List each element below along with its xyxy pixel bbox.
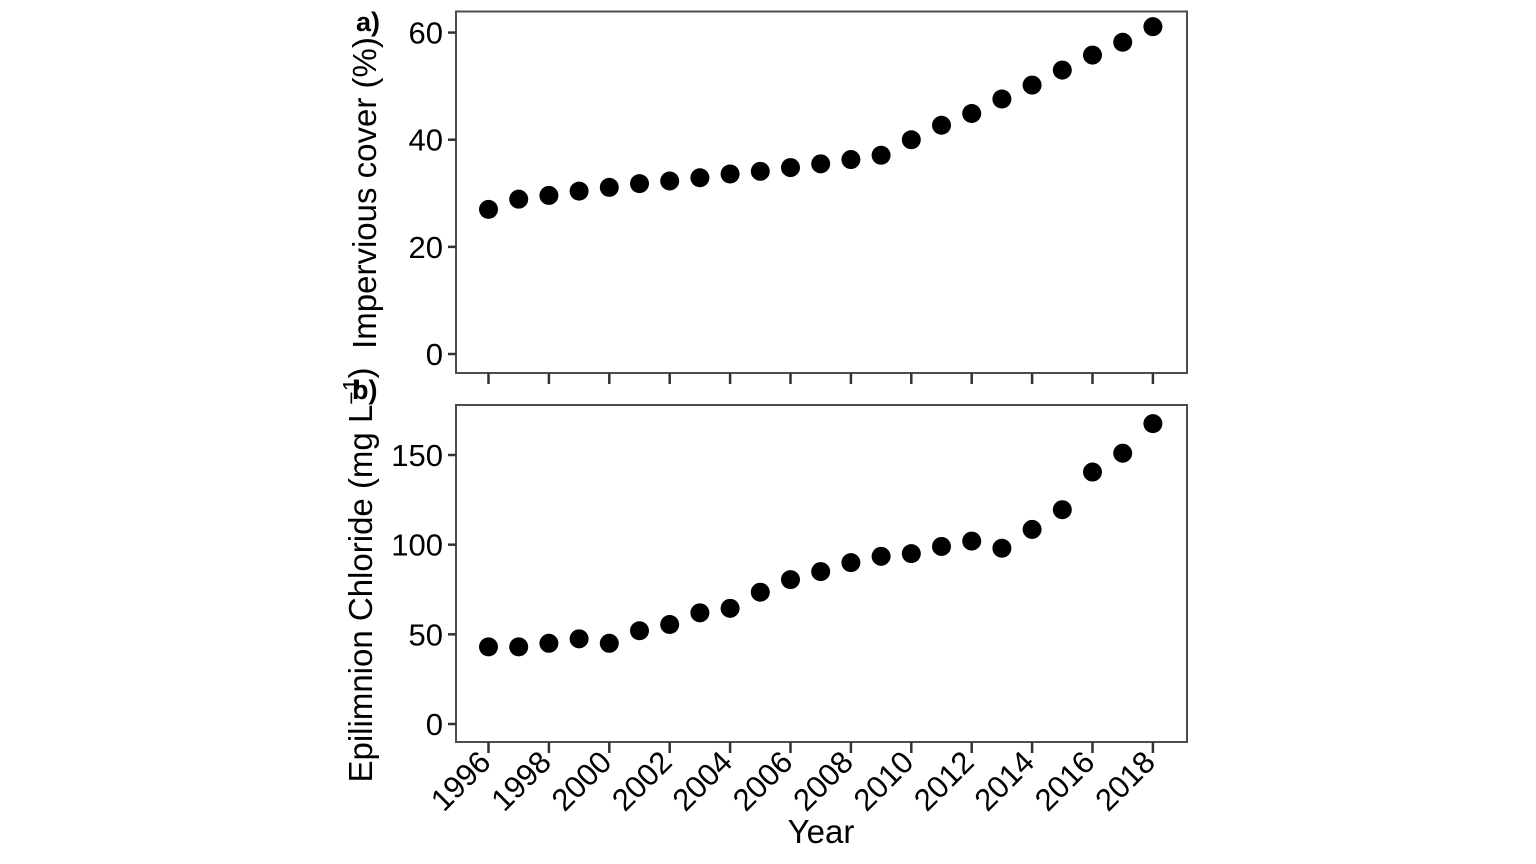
x-axis-tick-label: 2010 — [847, 744, 921, 818]
data-point — [690, 603, 710, 623]
x-axis-tick-label: 2016 — [1028, 744, 1102, 818]
data-point — [1052, 500, 1072, 520]
x-axis-tick-label: 1998 — [484, 744, 558, 818]
panel-b-y-axis-title: Epilimnion Chloride (mg L−1) — [338, 367, 379, 782]
data-point — [841, 150, 861, 170]
panel-a-plot-area: 0 20 40 60 — [409, 10, 1188, 384]
x-axis-title: Year — [788, 813, 855, 850]
data-point — [599, 177, 619, 197]
data-point — [871, 145, 891, 165]
panel-a-y-axis-title: Impervious cover (%) — [346, 37, 383, 349]
y-axis-tick-label: 150 — [391, 438, 443, 473]
data-point — [660, 614, 680, 634]
data-point — [901, 130, 921, 150]
data-point — [750, 161, 770, 181]
data-point — [569, 629, 589, 649]
data-point — [599, 633, 619, 653]
x-axis-tick-label: 2018 — [1088, 744, 1162, 818]
panel-b-ylabel-superscript: −1 — [338, 378, 364, 404]
data-point — [781, 570, 800, 590]
x-axis-tick-label: 2014 — [968, 744, 1042, 818]
data-point — [509, 189, 529, 209]
data-point — [509, 637, 529, 657]
data-point — [479, 199, 498, 219]
data-point — [1143, 17, 1163, 37]
data-point — [720, 164, 740, 184]
data-point — [539, 633, 559, 653]
y-axis-tick-label: 50 — [409, 617, 443, 652]
data-point — [962, 103, 982, 123]
data-point — [1022, 75, 1042, 95]
data-point — [569, 181, 589, 201]
x-axis-tick-label: 1996 — [424, 744, 498, 818]
data-point — [539, 185, 559, 205]
data-point — [690, 168, 710, 188]
y-axis-tick-label: 0 — [426, 707, 443, 742]
data-point — [630, 621, 649, 641]
panel-border — [455, 404, 1188, 743]
data-point — [962, 531, 982, 551]
x-axis-tick-label: 2008 — [786, 744, 860, 818]
panel-border — [455, 10, 1188, 374]
y-axis-tick-label: 60 — [409, 16, 443, 51]
data-point — [1143, 414, 1163, 434]
x-axis-tick-label: 2004 — [666, 744, 740, 818]
data-point — [1052, 60, 1072, 80]
y-axis-tick-label: 40 — [409, 123, 443, 158]
y-axis-tick-label: 100 — [391, 528, 443, 563]
data-point — [901, 544, 921, 564]
data-point — [841, 553, 861, 573]
data-point — [1083, 45, 1102, 65]
x-axis-tick-label: 2002 — [605, 744, 679, 818]
data-point — [630, 174, 649, 194]
panel-a-letter: a) — [356, 7, 380, 37]
panel-b-ylabel-close: ) — [342, 367, 379, 378]
data-point — [660, 171, 680, 191]
y-axis-tick-label: 0 — [426, 337, 443, 372]
x-axis-tick-label: 2000 — [545, 744, 619, 818]
data-point — [1113, 32, 1133, 52]
data-point — [720, 598, 740, 618]
data-point — [1083, 462, 1102, 482]
data-point — [479, 637, 498, 657]
panel-b-ylabel-main: Epilimnion Chloride (mg L — [342, 405, 379, 783]
x-axis-tick-label: 2006 — [726, 744, 800, 818]
data-point — [871, 546, 891, 566]
panel-b-letter: b) — [352, 375, 377, 405]
data-point — [992, 538, 1012, 558]
data-point — [932, 115, 951, 135]
data-point — [811, 562, 831, 582]
panel-b-plot-area: 1996199820002002200420062008201020122014… — [391, 404, 1188, 818]
data-point — [811, 154, 831, 174]
data-point — [1022, 519, 1042, 539]
data-point — [781, 158, 800, 178]
data-point — [750, 582, 770, 602]
y-axis-tick-label: 20 — [409, 230, 443, 265]
data-point — [932, 536, 951, 556]
data-point — [992, 89, 1012, 109]
x-axis-tick-label: 2012 — [907, 744, 981, 818]
data-point — [1113, 443, 1133, 463]
